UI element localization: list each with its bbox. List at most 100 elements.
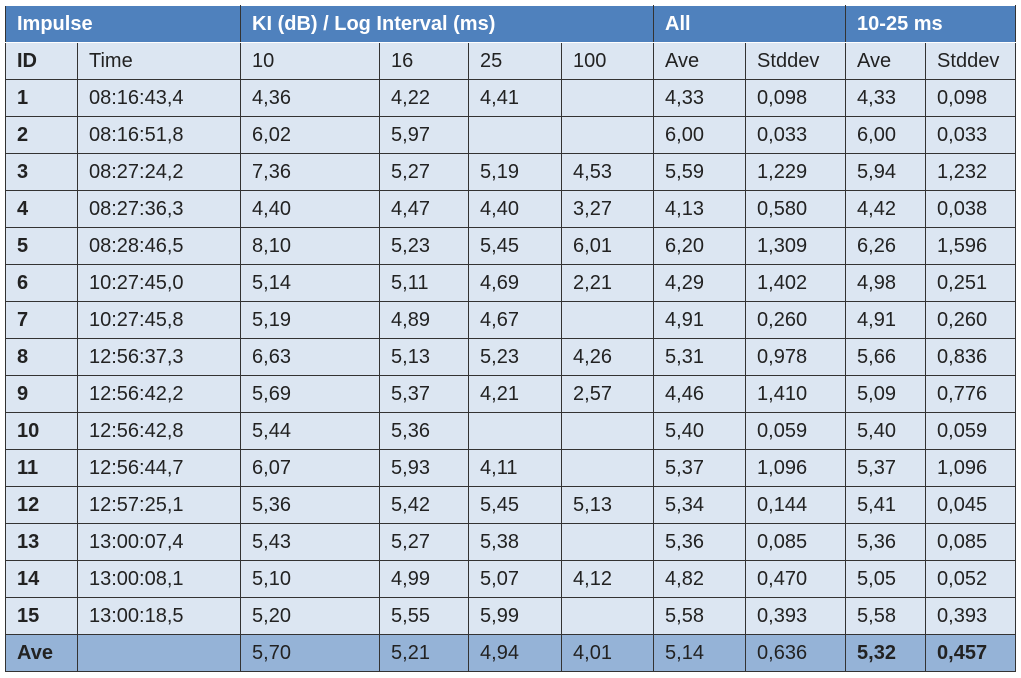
cell: 0,978 <box>745 338 847 376</box>
cell: 08:16:43,4 <box>76 79 242 117</box>
footer-row: Ave 5,70 5,21 4,94 4,01 5,14 0,636 5,32 0,457 <box>5 634 1017 672</box>
cell <box>561 301 655 339</box>
cell: 5,09 <box>845 375 927 413</box>
cell: Time <box>76 42 242 80</box>
cell <box>561 116 655 154</box>
cell: 7,36 <box>240 153 381 191</box>
cell: 4,69 <box>468 264 563 302</box>
cell: 0,033 <box>745 116 847 154</box>
cell: 4,82 <box>653 560 747 598</box>
cell: 0,144 <box>745 486 847 524</box>
data-row: 3 08:27:24,2 7,36 5,27 5,19 4,53 5,59 1,229 5,94… <box>5 153 1017 191</box>
cell: 0,045 <box>925 486 1017 524</box>
cell <box>76 634 242 672</box>
cell: 0,580 <box>745 190 847 228</box>
cell: 5,14 <box>240 264 381 302</box>
cell: 4,91 <box>653 301 747 339</box>
cell: 8 <box>5 338 78 376</box>
cell: 10-25 ms <box>845 5 1017 43</box>
cell: 0,033 <box>925 116 1017 154</box>
cell: 5,23 <box>468 338 563 376</box>
cell: 4,47 <box>379 190 470 228</box>
group-header-row: Impulse KI (dB) / Log Interval (ms) All 10-… <box>4 5 1017 43</box>
cell: 4,42 <box>845 190 927 228</box>
cell: 2,21 <box>561 264 655 302</box>
cell: 1,096 <box>745 449 847 487</box>
results-table: Impulse KI (dB) / Log Interval (ms) All 10-… <box>4 5 1017 672</box>
cell: 6,26 <box>845 227 927 265</box>
cell: 5,38 <box>468 523 563 561</box>
data-row: 7 10:27:45,8 5,19 4,89 4,67 4,91 0,260 4,91 0,26… <box>5 301 1017 339</box>
cell: 5,31 <box>653 338 747 376</box>
cell: 14 <box>5 560 78 598</box>
cell: 5,66 <box>845 338 927 376</box>
cell: 5,42 <box>379 486 470 524</box>
cell: 5,19 <box>240 301 381 339</box>
cell: 5,13 <box>379 338 470 376</box>
cell: Ave <box>653 42 747 80</box>
cell: 4,26 <box>561 338 655 376</box>
cell: 25 <box>468 42 563 80</box>
cell: 5,11 <box>379 264 470 302</box>
cell: All <box>653 5 847 43</box>
cell: 5,21 <box>379 634 470 672</box>
cell: 5,93 <box>379 449 470 487</box>
cell: 10:27:45,8 <box>76 301 242 339</box>
cell: 0,085 <box>925 523 1017 561</box>
cell: 10:27:45,0 <box>76 264 242 302</box>
cell: 6,01 <box>561 227 655 265</box>
cell: 5,36 <box>845 523 927 561</box>
cell: 5,43 <box>240 523 381 561</box>
cell <box>561 597 655 635</box>
cell: 5,70 <box>240 634 381 672</box>
data-row: 6 10:27:45,0 5,14 5,11 4,69 2,21 4,29 1,402 4,98… <box>5 264 1017 302</box>
cell: 5,10 <box>240 560 381 598</box>
data-row: 9 12:56:42,2 5,69 5,37 4,21 2,57 4,46 1,410 5,09… <box>5 375 1017 413</box>
cell: 15 <box>5 597 78 635</box>
cell: 4,13 <box>653 190 747 228</box>
cell: 12:56:44,7 <box>76 449 242 487</box>
cell: 4,94 <box>468 634 563 672</box>
cell: 5,44 <box>240 412 381 450</box>
cell: 16 <box>379 42 470 80</box>
cell: 4,98 <box>845 264 927 302</box>
cell: 5,07 <box>468 560 563 598</box>
cell: 4,21 <box>468 375 563 413</box>
cell: 08:28:46,5 <box>76 227 242 265</box>
cell: 5,58 <box>653 597 747 635</box>
cell: 5,34 <box>653 486 747 524</box>
cell: 1 <box>5 79 78 117</box>
cell: 12:56:42,8 <box>76 412 242 450</box>
cell: 4,41 <box>468 79 563 117</box>
cell: 6,20 <box>653 227 747 265</box>
cell: 10 <box>5 412 78 450</box>
cell: 1,309 <box>745 227 847 265</box>
cell: 0,457 <box>925 634 1017 672</box>
cell: 08:16:51,8 <box>76 116 242 154</box>
cell: 4,89 <box>379 301 470 339</box>
cell: 4 <box>5 190 78 228</box>
cell: Stddev <box>925 42 1017 80</box>
cell: 1,229 <box>745 153 847 191</box>
cell: 4,33 <box>845 79 927 117</box>
cell: 5,99 <box>468 597 563 635</box>
cell: 0,251 <box>925 264 1017 302</box>
cell: 11 <box>5 449 78 487</box>
cell: 4,01 <box>561 634 655 672</box>
cell: Stddev <box>745 42 847 80</box>
cell: 5,19 <box>468 153 563 191</box>
cell: 12:56:37,3 <box>76 338 242 376</box>
cell: 12:56:42,2 <box>76 375 242 413</box>
cell: 5,45 <box>468 486 563 524</box>
cell: 0,098 <box>745 79 847 117</box>
cell: 5,55 <box>379 597 470 635</box>
cell: 0,260 <box>745 301 847 339</box>
cell: ID <box>5 42 78 80</box>
cell: 5,23 <box>379 227 470 265</box>
cell <box>468 116 563 154</box>
cell: 4,91 <box>845 301 927 339</box>
cell: 0,059 <box>925 412 1017 450</box>
data-row: 2 08:16:51,8 6,02 5,97 6,00 0,033 6,00 0,033 <box>5 116 1017 154</box>
cell: 6,07 <box>240 449 381 487</box>
